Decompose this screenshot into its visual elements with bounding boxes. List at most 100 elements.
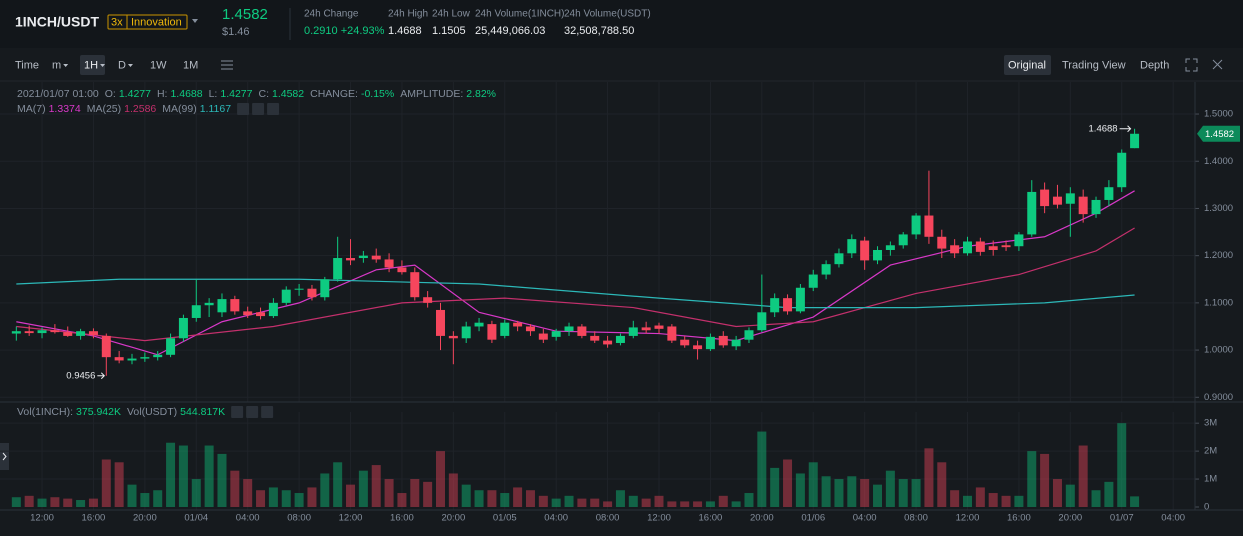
x-tick-label: 12:00 — [647, 513, 671, 524]
interval-option[interactable]: Time — [15, 59, 39, 71]
volume-bar — [127, 484, 137, 507]
candle-body — [461, 326, 471, 339]
top-bar — [0, 0, 1243, 48]
interval-option[interactable]: m — [52, 59, 61, 71]
ma-legend-name: MA(99) — [162, 103, 196, 115]
candle-body — [127, 358, 137, 361]
interval-option[interactable]: 1H — [84, 59, 98, 71]
volume-bar — [1040, 453, 1050, 507]
view-option[interactable]: Trading View — [1062, 59, 1126, 71]
candle-body — [63, 332, 73, 336]
volume-bar — [500, 493, 510, 507]
legend-icon[interactable] — [246, 406, 259, 418]
y-tick-label: 0.9000 — [1204, 392, 1233, 403]
candle-body — [705, 336, 715, 350]
candle-body — [783, 298, 793, 312]
volume-bar — [757, 431, 767, 507]
view-option[interactable]: Original — [1008, 59, 1046, 71]
close-icon[interactable] — [1212, 59, 1223, 70]
legend-icon[interactable] — [267, 103, 280, 115]
volume-bar — [50, 497, 60, 507]
dropdown-icon[interactable] — [192, 19, 198, 23]
volume-bar — [628, 495, 638, 507]
y-tick-label: 1M — [1204, 474, 1217, 485]
candle-body — [358, 255, 368, 259]
x-tick-label: 01/07 — [1110, 513, 1134, 524]
candle-body — [525, 326, 535, 332]
legend-icon[interactable] — [237, 103, 250, 115]
x-tick-label: 12:00 — [30, 513, 54, 524]
candle-body — [448, 335, 458, 339]
pair[interactable]: 1INCH/USDT — [15, 14, 99, 30]
volume-bar — [63, 498, 73, 507]
y-tick-label: 1.0000 — [1204, 345, 1233, 356]
candle-body — [1065, 193, 1075, 204]
volume-bar — [873, 484, 883, 507]
candle-body — [898, 234, 908, 246]
stat-label: 24h Low — [432, 9, 471, 20]
volume-bar — [114, 462, 124, 507]
collapse-button[interactable] — [0, 443, 9, 470]
volume-bar — [988, 493, 998, 507]
y-tick-label: 1.4000 — [1204, 156, 1233, 167]
interval-option[interactable]: 1W — [150, 59, 167, 71]
volume-bar — [1014, 495, 1024, 507]
candle-body — [603, 340, 613, 345]
volume-bar — [1130, 496, 1140, 507]
fullscreen-icon[interactable] — [1185, 58, 1198, 72]
volume-bar — [230, 470, 240, 507]
stat-value: 25,449,066.03 — [475, 25, 545, 37]
volume-bar — [204, 445, 214, 507]
volume-bar — [1091, 490, 1101, 507]
volume-bar — [705, 501, 715, 507]
candle-body — [178, 317, 188, 339]
volume-bar — [140, 493, 150, 507]
tag-box — [107, 14, 188, 30]
volume-bar — [24, 495, 34, 507]
candle-body — [847, 239, 857, 254]
volume-bar — [435, 451, 445, 507]
tag: Innovation — [131, 16, 182, 28]
volume-bar — [641, 498, 651, 507]
legend-icon[interactable] — [252, 103, 265, 115]
info-value: 1.4582 — [272, 88, 304, 100]
candle-body — [423, 297, 433, 303]
stat-label: 24h Change — [304, 9, 359, 20]
stat-value: 1.1505 — [432, 25, 466, 37]
usd-price: $1.46 — [222, 26, 250, 38]
ma-legend-name: MA(7) — [17, 103, 46, 115]
ma-line — [16, 227, 1135, 342]
volume-bar — [461, 484, 471, 507]
candle-body — [140, 357, 150, 359]
x-tick-label: 04:00 — [236, 513, 260, 524]
candle-body — [680, 339, 690, 346]
x-tick-label: 08:00 — [287, 513, 311, 524]
candle-body — [191, 305, 201, 318]
ma-line — [16, 278, 1135, 309]
dropdown-icon — [63, 64, 69, 67]
volume-bar — [795, 473, 805, 507]
ma-legend-value: 1.1167 — [200, 103, 231, 115]
settings-icon[interactable] — [221, 60, 233, 70]
stat-label: 24h High — [388, 9, 428, 20]
legend-icon[interactable] — [261, 406, 274, 418]
volume-bar — [346, 484, 356, 507]
volume-bar — [834, 479, 844, 507]
volume-bar — [898, 479, 908, 507]
y-tick-label: 1.3000 — [1204, 203, 1233, 214]
candle-body — [1027, 191, 1037, 235]
stat-label: 24h Volume(USDT) — [564, 9, 651, 20]
interval-option[interactable]: 1M — [183, 59, 198, 71]
candle-body — [371, 255, 381, 260]
volume-bar — [320, 473, 330, 507]
volume-bar — [448, 473, 458, 507]
candle-body — [243, 311, 253, 316]
interval-option[interactable]: D — [118, 59, 126, 71]
candle-body — [770, 298, 780, 313]
price-tag — [1197, 125, 1240, 142]
legend-icon[interactable] — [231, 406, 244, 418]
stat-value: 0.2910 +24.93% — [304, 25, 385, 37]
view-option[interactable]: Depth — [1140, 59, 1169, 71]
candle-body — [924, 215, 934, 237]
candle-body — [500, 322, 510, 336]
